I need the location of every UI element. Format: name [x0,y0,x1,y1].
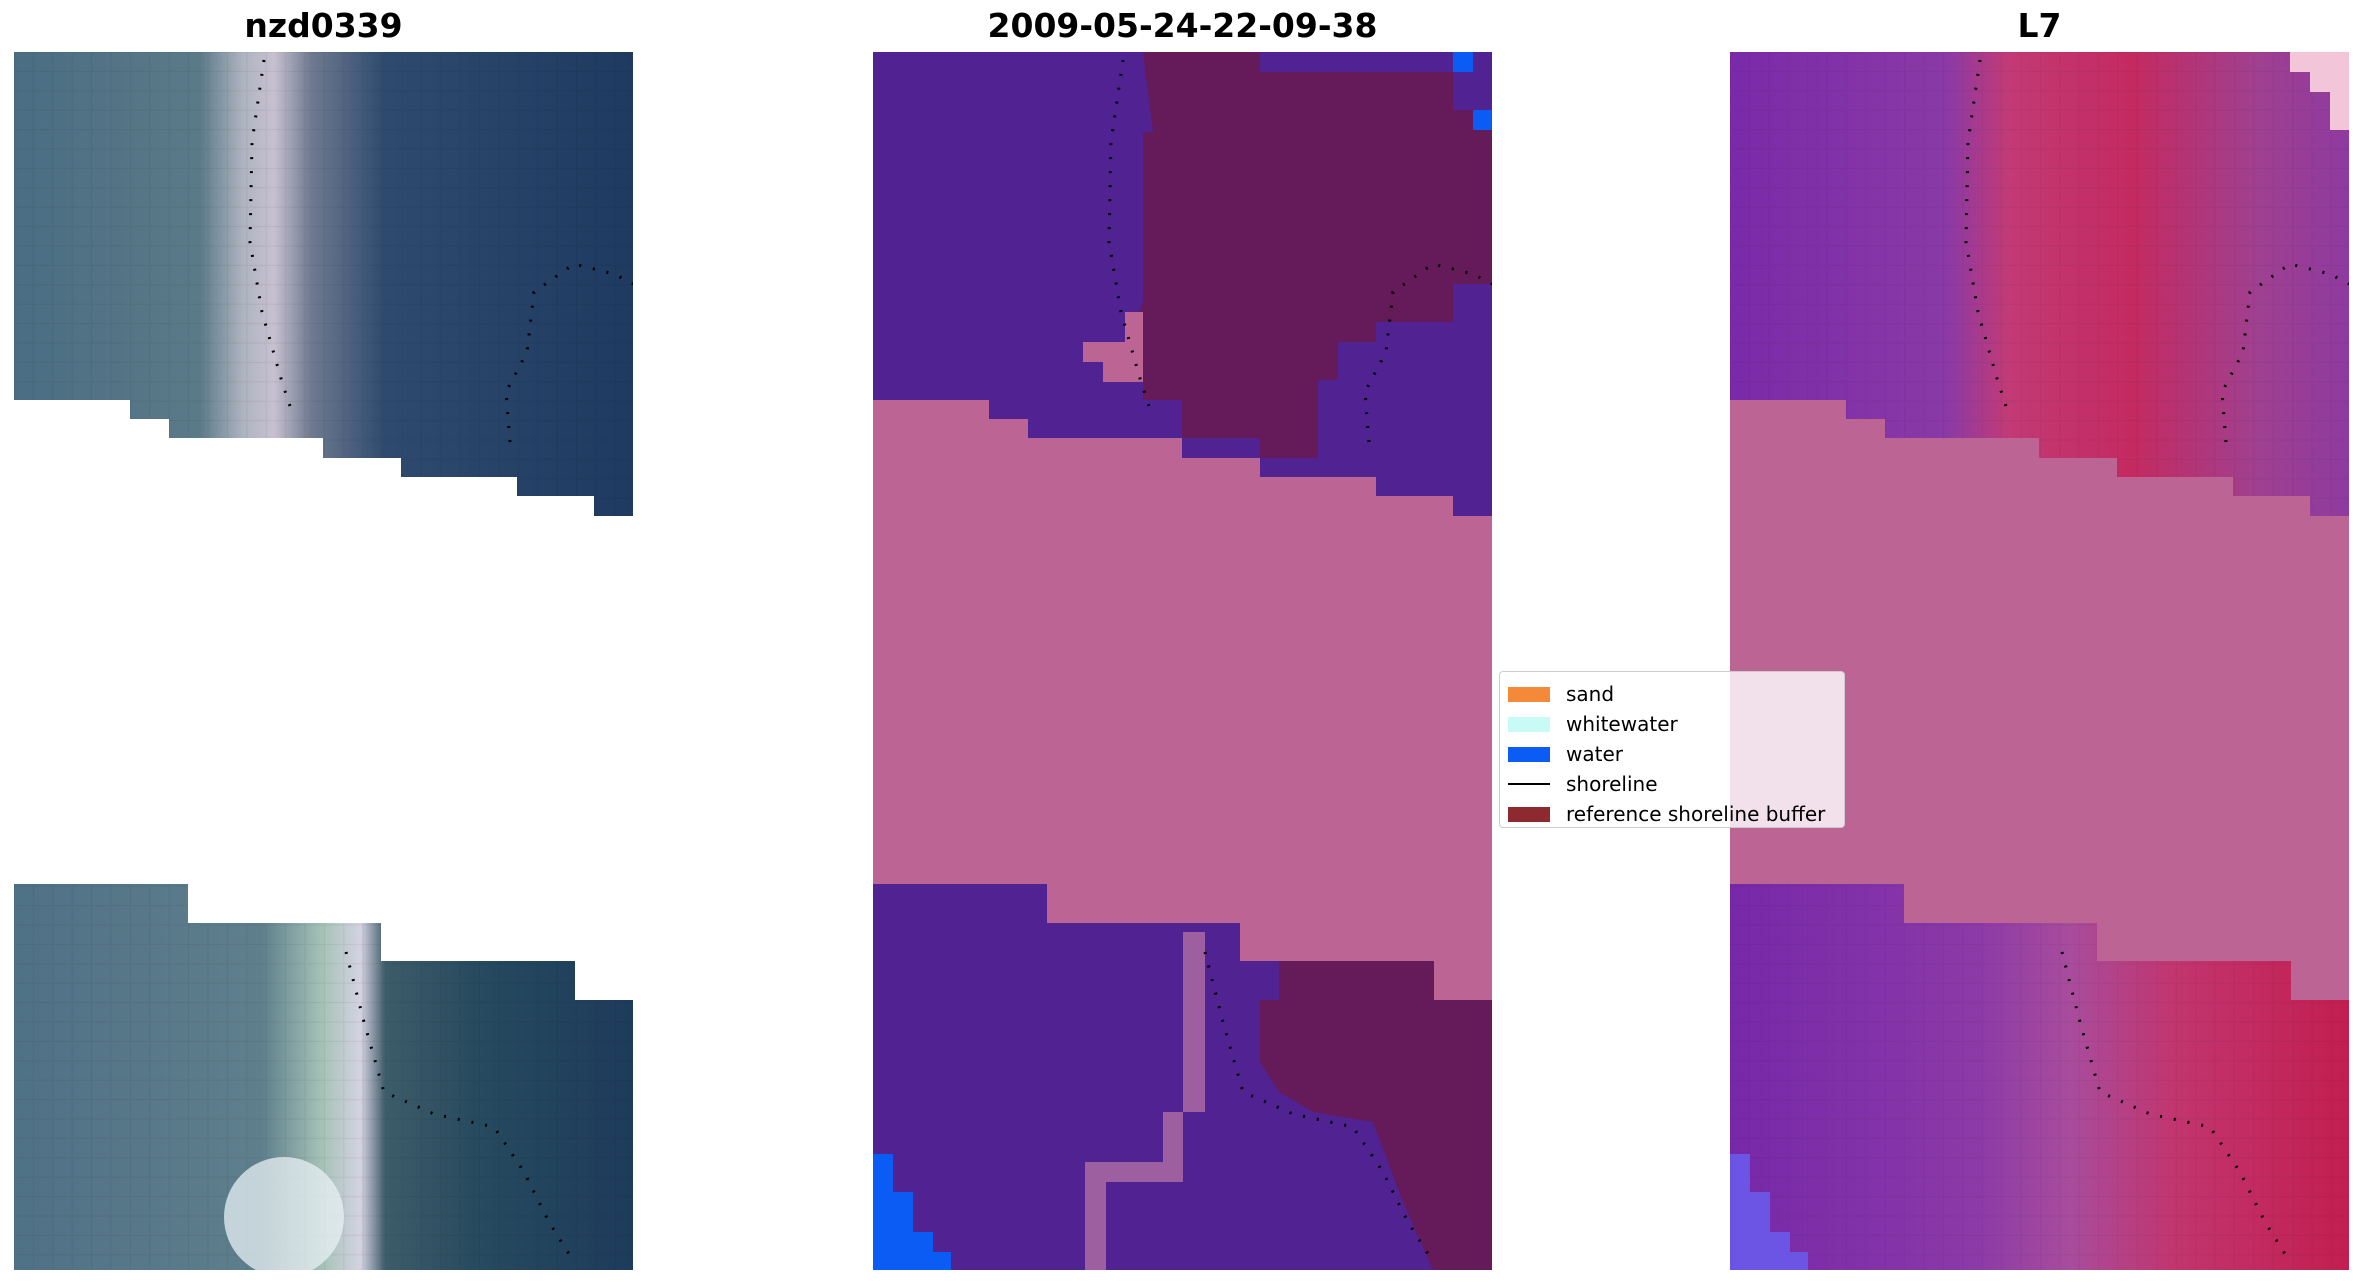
panel-title-image-name: nzd0339 [244,6,403,45]
buffer-bottom-right [1260,961,1492,1270]
water-swatch [1508,746,1550,762]
classification-panel [873,52,1492,1270]
whitewater-swatch [1508,716,1550,732]
rgb-image-panel [14,52,633,1270]
panel-title-satellite: L7 [2017,6,2062,45]
panel-title-date: 2009-05-24-22-09-38 [987,6,1378,45]
index-panel [1730,52,2349,1270]
legend-label-buffer: reference shoreline buffer [1566,802,1826,826]
legend-item-shoreline: shoreline [1508,769,1844,799]
legend-item-sand: sand [1508,679,1844,709]
legend-label-water: water [1566,742,1623,766]
legend-item-buffer: reference shoreline buffer [1508,799,1844,829]
legend-item-water: water [1508,739,1844,769]
buffer-swatch [1508,806,1550,822]
buffer-top-right [1123,52,1492,458]
sand-swatch [1508,686,1550,702]
legend: sand whitewater water shoreline referenc… [1499,671,1845,828]
classification-image [873,52,1492,1270]
legend-item-whitewater: whitewater [1508,709,1844,739]
legend-label-shoreline: shoreline [1566,772,1658,796]
index-image [1730,52,2349,1270]
rgb-image [14,52,633,1270]
shoreline-swatch [1508,783,1550,785]
legend-label-sand: sand [1566,682,1615,706]
legend-label-whitewater: whitewater [1566,712,1678,736]
water-bottom-left [873,1154,951,1270]
